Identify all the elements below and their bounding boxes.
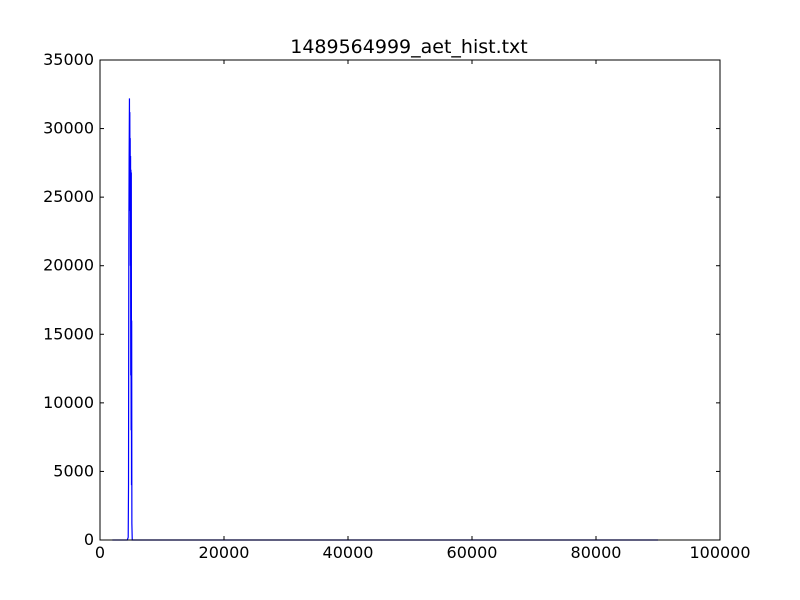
x-tick-label: 0 xyxy=(95,543,105,562)
y-tick-label: 0 xyxy=(84,530,94,549)
x-tick-label: 40000 xyxy=(323,543,374,562)
y-tick-label: 20000 xyxy=(43,256,94,275)
y-tick-label: 35000 xyxy=(43,50,94,69)
x-tick-label: 60000 xyxy=(447,543,498,562)
x-tick-label: 80000 xyxy=(571,543,622,562)
y-tick-label: 5000 xyxy=(53,461,94,480)
y-tick-label: 10000 xyxy=(43,393,94,412)
y-tick-label: 15000 xyxy=(43,324,94,343)
plot-area xyxy=(100,60,720,540)
y-tick-label: 30000 xyxy=(43,119,94,138)
y-tick-label: 25000 xyxy=(43,187,94,206)
chart-title: 1489564999_aet_hist.txt xyxy=(290,36,528,58)
series-line-0 xyxy=(112,98,658,541)
x-tick-label: 20000 xyxy=(199,543,250,562)
plot-frame xyxy=(99,59,721,541)
x-tick-label: 100000 xyxy=(689,543,750,562)
